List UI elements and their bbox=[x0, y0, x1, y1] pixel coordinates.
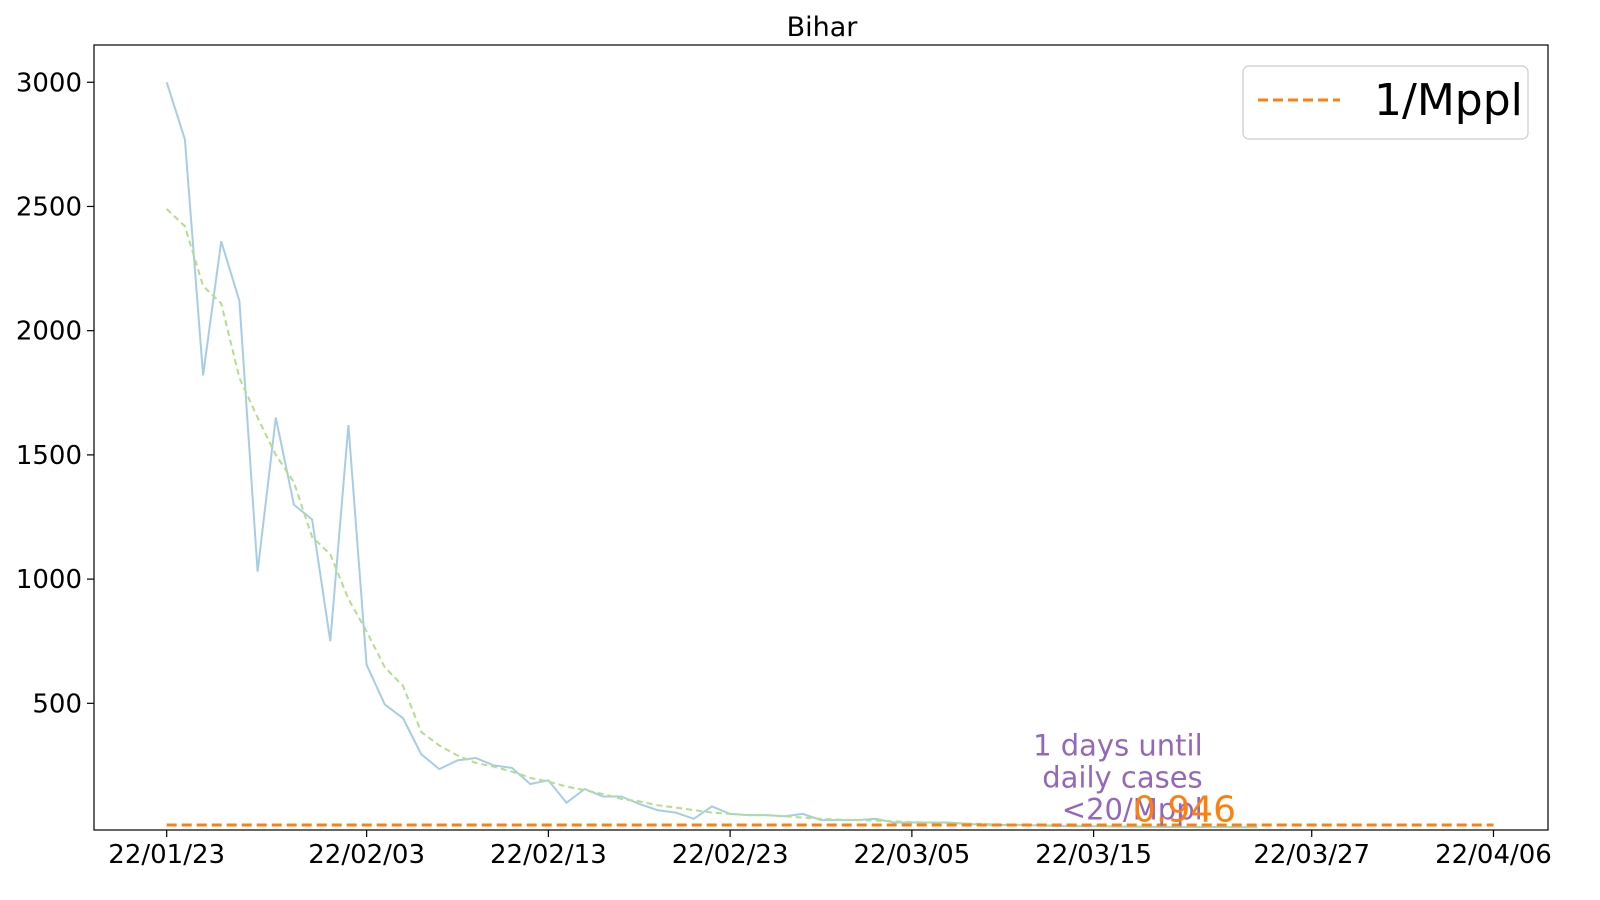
x-tick-label: 22/02/13 bbox=[490, 840, 607, 870]
legend-label-1-mppl: 1/Mppl bbox=[1374, 75, 1523, 126]
x-tick-label: 22/03/15 bbox=[1035, 840, 1152, 870]
plot-frame bbox=[93, 44, 1549, 831]
legend-box bbox=[1242, 65, 1529, 140]
y-tick-label: 1000 bbox=[16, 565, 82, 595]
x-tick-label: 22/01/23 bbox=[108, 840, 225, 870]
annotation-days-until: 1 days until bbox=[1033, 729, 1203, 763]
annotation-days-until: daily cases bbox=[1042, 761, 1202, 795]
y-tick-label: 2500 bbox=[16, 192, 82, 222]
y-tick-label: 1500 bbox=[16, 441, 82, 471]
legend: 1/Mppl bbox=[1242, 65, 1529, 140]
x-tick-label: 22/03/05 bbox=[853, 840, 970, 870]
y-tick-label: 2000 bbox=[16, 317, 82, 347]
ticks-layer: 22/01/23 22/02/03 22/02/13 22/02/23 22/03/05… bbox=[16, 68, 1552, 870]
x-tick-label: 22/04/06 bbox=[1435, 840, 1552, 870]
y-tick-label: 500 bbox=[32, 689, 82, 719]
x-tick-label: 22/03/27 bbox=[1253, 840, 1370, 870]
y-tick-label: 3000 bbox=[16, 68, 82, 98]
chart-title: Bihar bbox=[787, 12, 859, 43]
x-tick-label: 22/02/03 bbox=[308, 840, 425, 870]
annotation-ratio-value: 0.946 bbox=[1133, 790, 1236, 831]
annotation-days-until: <20/Mppl bbox=[1062, 793, 1203, 827]
x-tick-label: 22/02/23 bbox=[672, 840, 789, 870]
series-layer bbox=[165, 81, 1494, 829]
